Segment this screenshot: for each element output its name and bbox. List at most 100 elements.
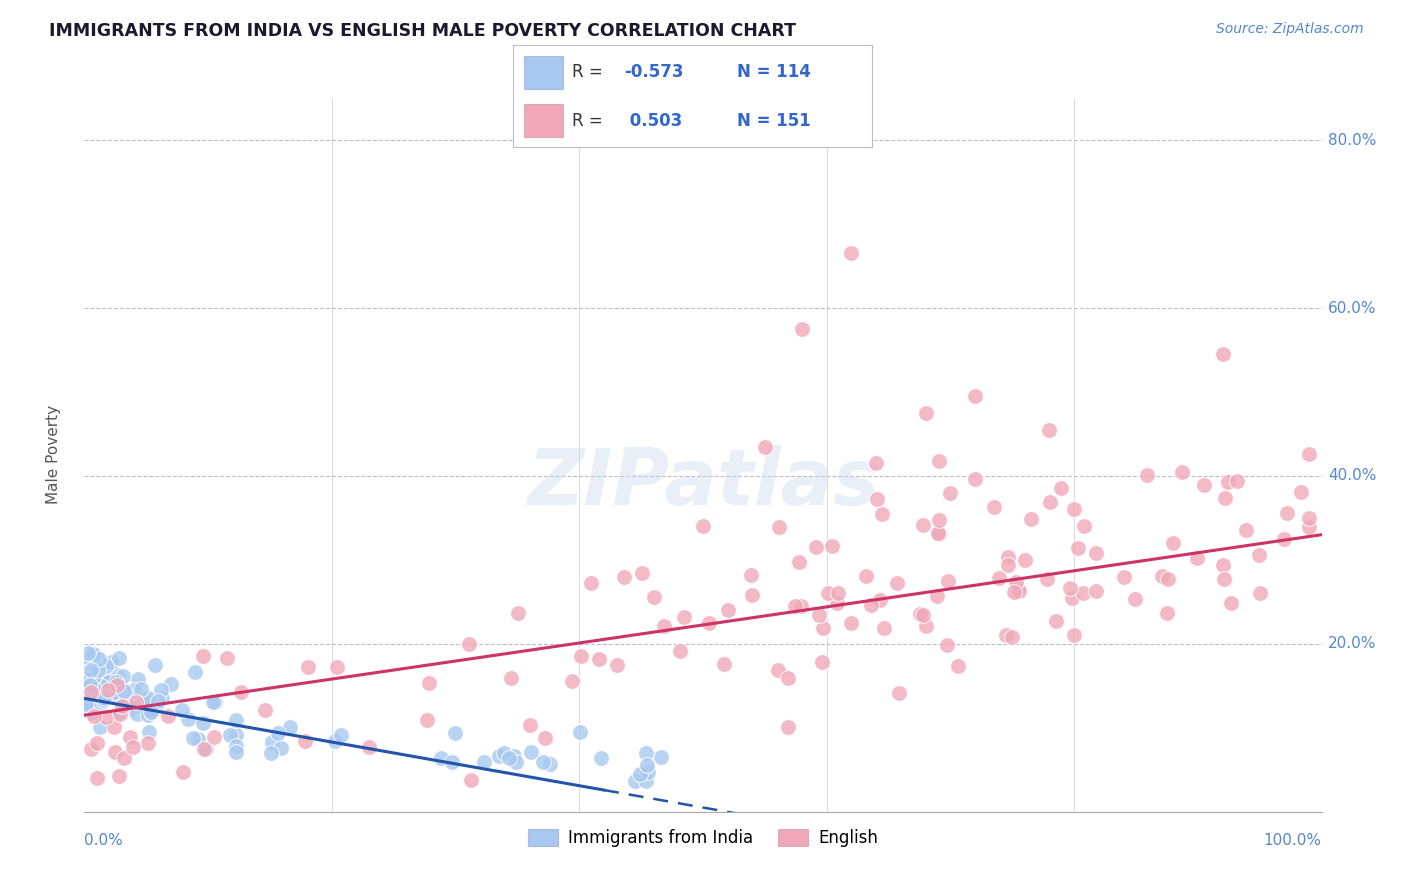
Point: [136, 708, 159, 723]
Point: [97, 678, 120, 692]
Point: [637, 765, 659, 780]
Point: [80, 663, 103, 677]
Point: [579, 576, 602, 591]
Point: [97, 683, 120, 698]
Point: [93, 690, 115, 705]
Point: [1216, 475, 1239, 489]
Point: [202, 695, 225, 709]
Point: [75, 665, 97, 679]
Point: [1073, 518, 1095, 533]
Point: [1249, 548, 1271, 562]
Point: [94, 710, 117, 724]
Point: [177, 712, 200, 726]
Point: [1036, 572, 1059, 586]
Text: 0.0%: 0.0%: [84, 833, 124, 848]
Point: [1019, 512, 1042, 526]
Point: [561, 673, 583, 688]
Point: [86, 681, 108, 695]
Point: [652, 619, 675, 633]
Point: [278, 720, 301, 734]
Point: [1002, 585, 1025, 599]
Text: 80.0%: 80.0%: [1327, 133, 1376, 147]
Point: [1085, 583, 1108, 598]
Point: [1156, 606, 1178, 620]
Point: [1008, 583, 1031, 598]
Point: [1212, 347, 1234, 361]
Legend: Immigrants from India, English: Immigrants from India, English: [522, 822, 884, 854]
Point: [790, 599, 813, 613]
Point: [669, 644, 692, 658]
Point: [1059, 581, 1081, 595]
Point: [813, 621, 835, 635]
Point: [914, 406, 936, 420]
Point: [1060, 591, 1083, 605]
Point: [136, 736, 159, 750]
Point: [184, 665, 207, 679]
Point: [76, 657, 98, 672]
Point: [588, 651, 610, 665]
Point: [631, 566, 654, 580]
Point: [89, 681, 111, 695]
Point: [873, 621, 896, 635]
Point: [650, 750, 672, 764]
Point: [82, 665, 104, 679]
Point: [270, 740, 292, 755]
Point: [492, 746, 515, 760]
Point: [129, 682, 152, 697]
Point: [127, 673, 149, 687]
Point: [100, 655, 122, 669]
Point: [138, 690, 160, 705]
Point: [866, 492, 889, 507]
Point: [83, 688, 105, 702]
Point: [785, 599, 807, 614]
Point: [488, 748, 510, 763]
Point: [754, 440, 776, 454]
Point: [569, 725, 592, 739]
Point: [997, 549, 1019, 564]
Point: [827, 586, 849, 600]
Point: [82, 648, 104, 662]
Point: [1045, 615, 1067, 629]
Point: [946, 658, 969, 673]
Point: [790, 322, 813, 336]
Text: R =: R =: [572, 63, 609, 81]
Point: [297, 659, 319, 673]
Point: [93, 692, 115, 706]
Point: [807, 607, 830, 622]
Point: [915, 619, 938, 633]
Point: [80, 693, 103, 707]
Bar: [524, 104, 564, 137]
Point: [927, 525, 949, 540]
Point: [80, 706, 103, 721]
Point: [1063, 628, 1085, 642]
Point: [89, 680, 111, 694]
Point: [1226, 474, 1249, 488]
Point: [591, 750, 613, 764]
Point: [260, 746, 283, 760]
Point: [458, 637, 481, 651]
Point: [94, 659, 117, 673]
Point: [120, 730, 142, 744]
Point: [628, 767, 651, 781]
Point: [103, 720, 125, 734]
Point: [80, 691, 103, 706]
Point: [1157, 572, 1180, 586]
Point: [141, 706, 163, 720]
Point: [86, 771, 108, 785]
Point: [170, 703, 193, 717]
Point: [329, 728, 352, 742]
Point: [90, 679, 112, 693]
Point: [124, 683, 146, 698]
Point: [191, 715, 214, 730]
Point: [127, 706, 149, 721]
Point: [623, 773, 645, 788]
Point: [1274, 532, 1296, 546]
Point: [987, 570, 1010, 584]
Point: [1039, 495, 1062, 509]
Point: [520, 745, 543, 759]
Point: [191, 649, 214, 664]
Point: [928, 527, 950, 541]
Point: [717, 603, 740, 617]
Point: [105, 668, 128, 682]
Point: [149, 683, 172, 698]
